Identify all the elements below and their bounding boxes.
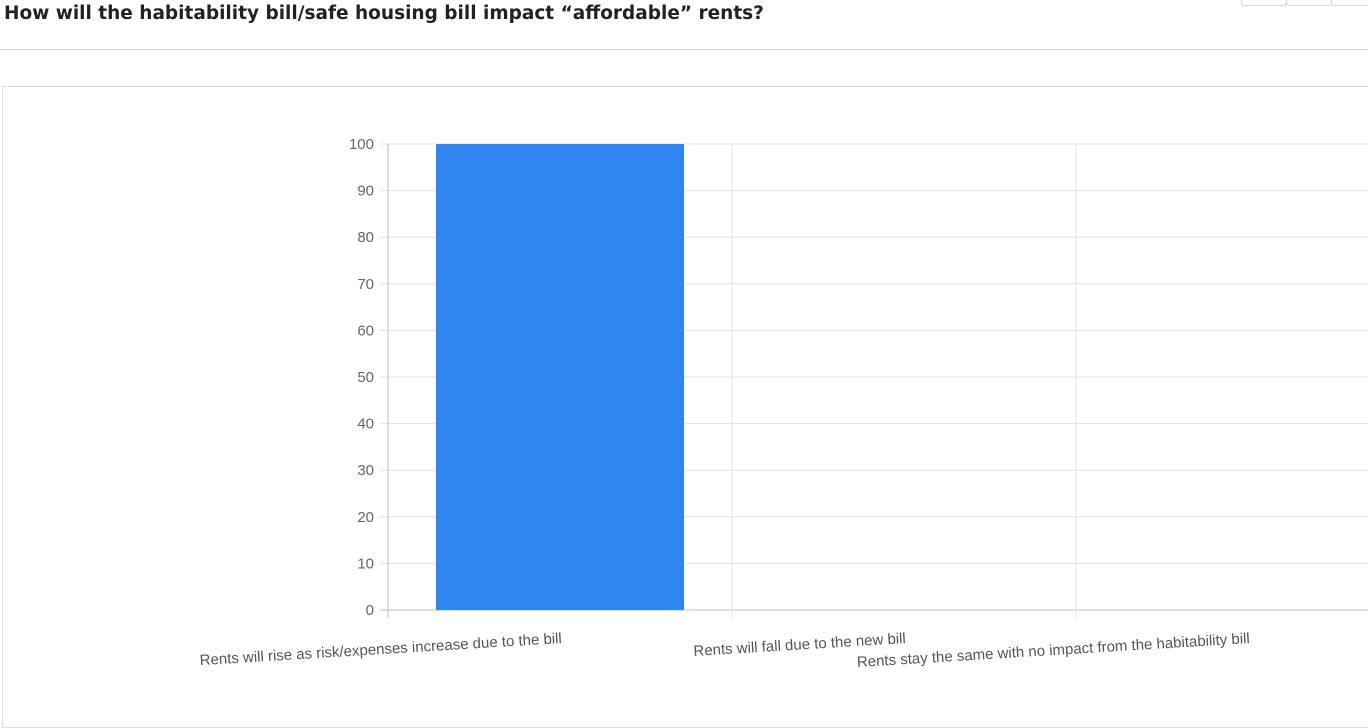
y-tick-label: 30 <box>357 462 374 479</box>
bar-chart: 0 10 20 30 40 50 60 70 80 90 100 Rents will rise as… <box>199 136 1368 671</box>
title-divider <box>0 49 1368 50</box>
y-tick-label: 90 <box>357 183 374 200</box>
toolbar-button[interactable] <box>1286 0 1332 6</box>
y-tick-label: 60 <box>357 322 374 339</box>
y-tick-label: 100 <box>349 136 374 153</box>
y-tick-label: 0 <box>366 602 374 619</box>
y-tick-label: 40 <box>357 416 374 433</box>
x-category-label: Rents will rise as risk/expenses increas… <box>199 630 562 669</box>
y-tick-label: 80 <box>357 229 374 246</box>
y-tick-label: 50 <box>357 369 374 386</box>
y-tick-label: 70 <box>357 276 374 293</box>
toolbar-button[interactable] <box>1331 0 1368 6</box>
chart-panel: 0 10 20 30 40 50 60 70 80 90 100 Rents will rise as… <box>2 86 1368 728</box>
page-title: How will the habitability bill/safe hous… <box>4 3 764 24</box>
toolbar-button-group[interactable] <box>1241 0 1368 6</box>
x-category-label: Rents stay the same with no impact from … <box>856 630 1250 671</box>
y-tick-label: 10 <box>357 555 374 572</box>
toolbar-button[interactable] <box>1241 0 1287 6</box>
bar[interactable] <box>436 144 684 610</box>
y-tick-label: 20 <box>357 509 374 526</box>
